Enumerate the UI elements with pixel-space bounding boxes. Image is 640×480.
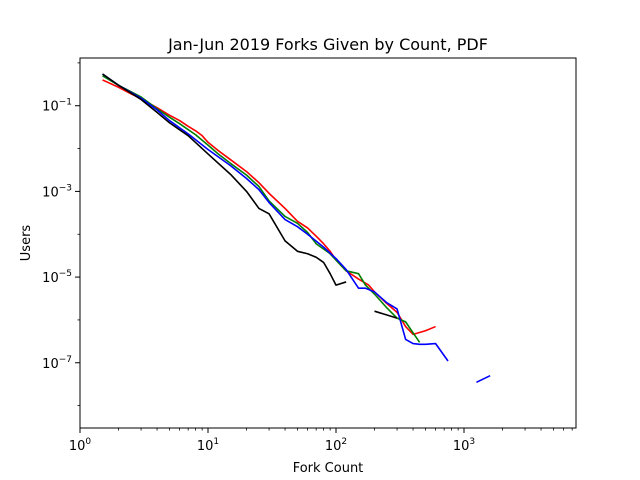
- y-axis-label: Users: [19, 225, 34, 262]
- y-tick-label: 10−1: [42, 98, 72, 115]
- series-line-3: [374, 310, 398, 319]
- x-axis-label: Fork Count: [293, 461, 364, 476]
- x-tick-label: 102: [325, 437, 347, 454]
- x-tick-label: 103: [453, 437, 475, 454]
- x-tick-label: 101: [197, 437, 219, 454]
- series-layer: [102, 73, 491, 384]
- series-line-1: [102, 75, 421, 343]
- series-line-0: [102, 79, 436, 336]
- series-line-3: [102, 73, 347, 286]
- series-line-2: [102, 73, 449, 362]
- chart-title: Jan-Jun 2019 Forks Given by Count, PDF: [167, 35, 488, 54]
- y-tick-label: 10−5: [42, 269, 72, 286]
- series-line-2: [476, 374, 491, 384]
- tick-layer: 100 101 102 103 10−7 10−5 10−3 10−1: [42, 62, 573, 454]
- plot-frame: [79, 57, 577, 429]
- y-tick-label: 10−7: [42, 355, 72, 372]
- y-tick-label: 10−3: [42, 183, 72, 200]
- x-tick-label: 100: [69, 437, 92, 454]
